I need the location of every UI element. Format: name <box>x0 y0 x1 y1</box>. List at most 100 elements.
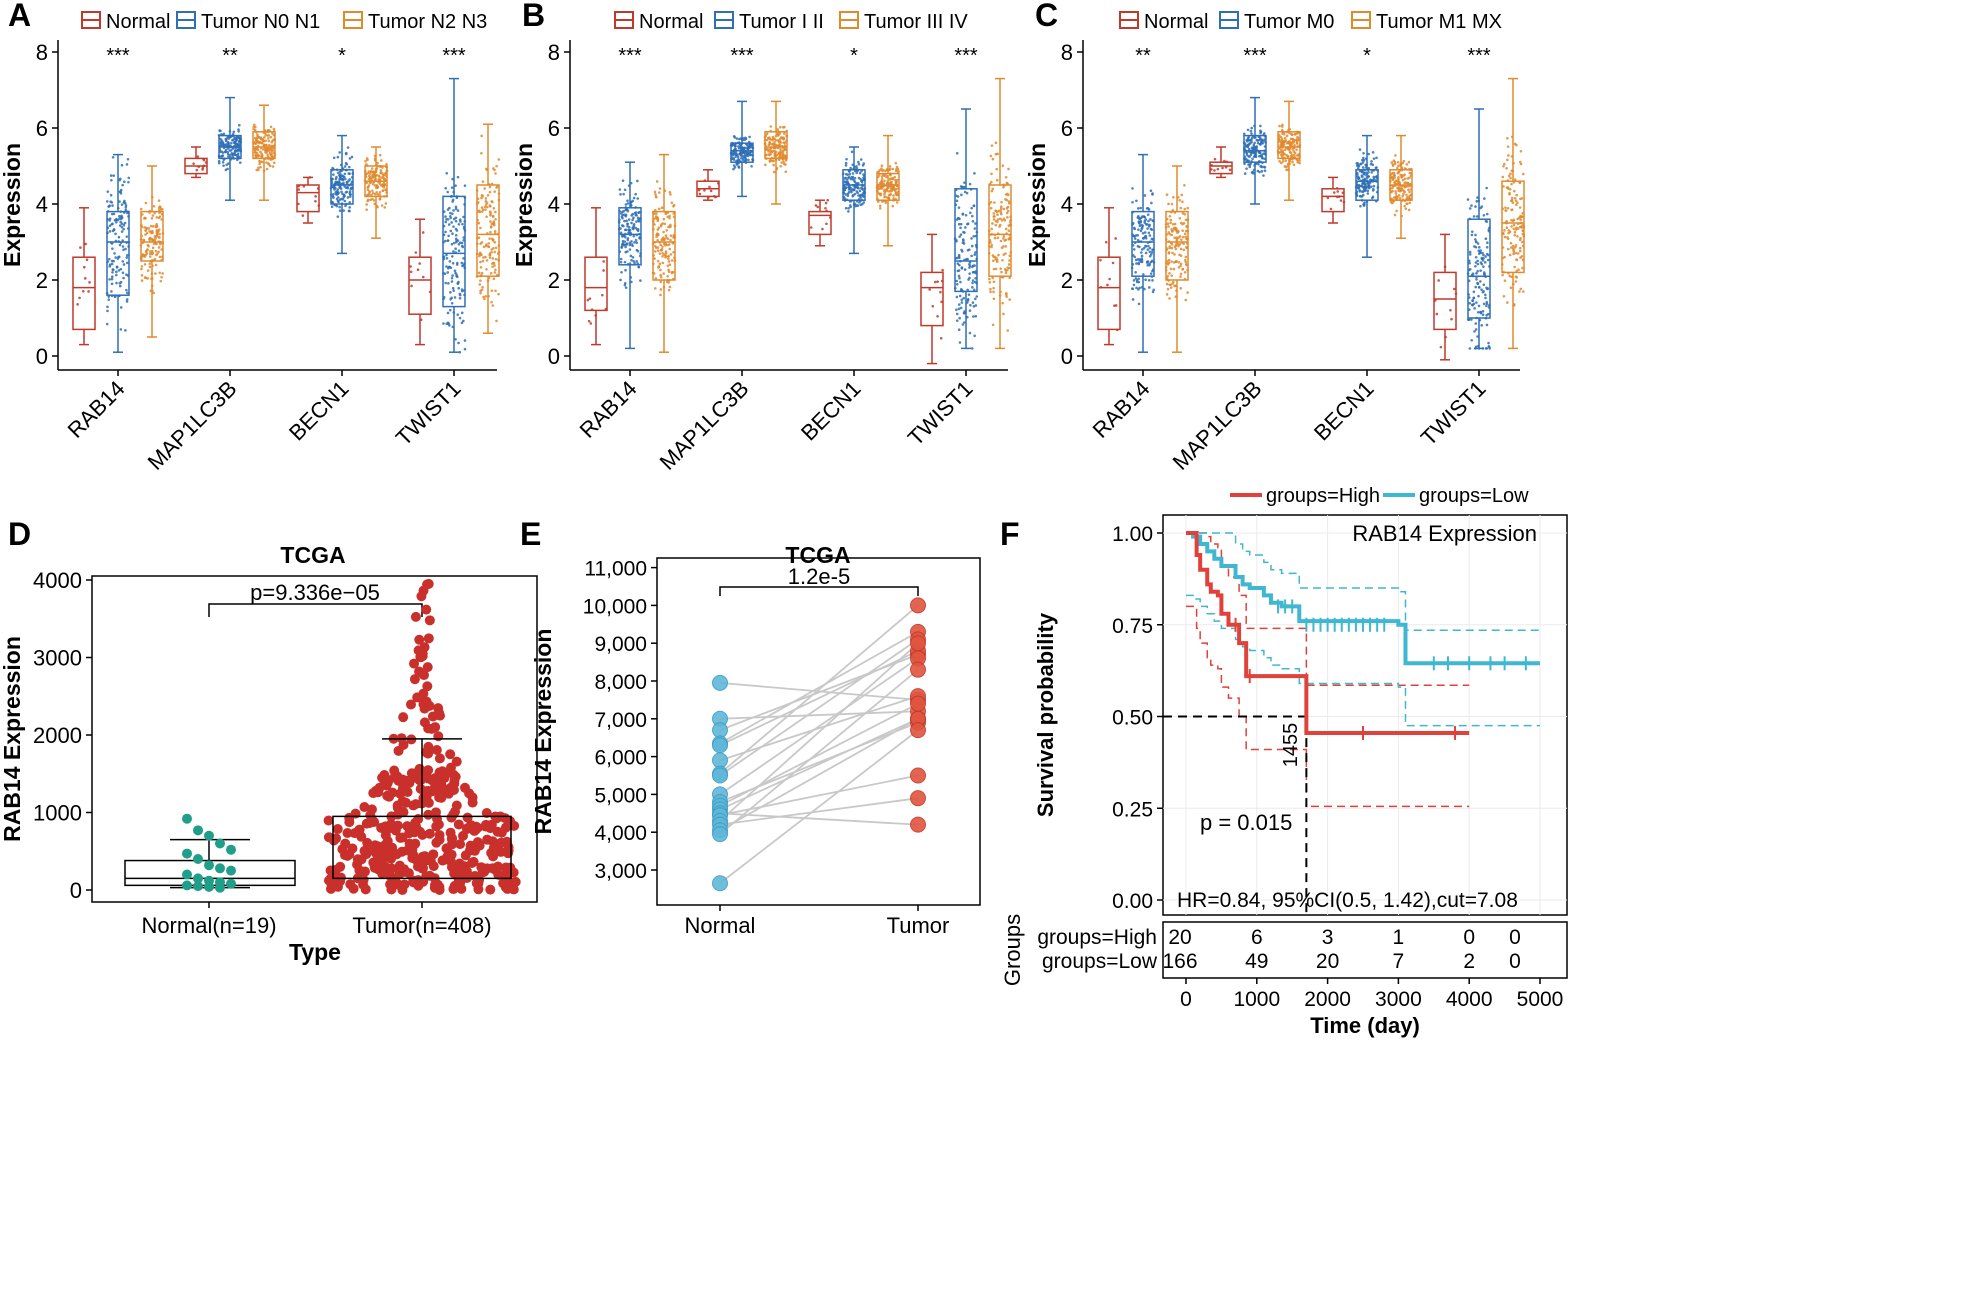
jitter-point <box>380 184 383 187</box>
y-tick-label: 2000 <box>33 723 82 748</box>
jitter-point <box>623 240 626 243</box>
legend-label: Tumor N2 N3 <box>368 11 487 33</box>
jitter-point <box>108 204 111 207</box>
jitter-point <box>451 212 454 215</box>
jitter-point <box>1008 263 1011 266</box>
jitter-point <box>733 135 736 138</box>
jitter-point <box>732 157 735 160</box>
jitter-point <box>1478 305 1481 308</box>
jitter-point <box>1181 201 1184 204</box>
jitter-point <box>1247 129 1250 132</box>
jitter-point <box>1484 261 1487 264</box>
jitter-point <box>775 135 778 138</box>
jitter-point <box>988 281 991 284</box>
data-point <box>345 879 355 889</box>
jitter-point <box>825 202 828 205</box>
jitter-point <box>339 175 342 178</box>
jitter-point <box>1479 251 1482 254</box>
jitter-point <box>1394 162 1397 165</box>
jitter-point <box>481 206 484 209</box>
data-point <box>226 879 236 889</box>
x-tick-label: TWIST1 <box>1416 376 1491 451</box>
jitter-point <box>1281 133 1284 136</box>
jitter-point <box>1181 229 1184 232</box>
jitter-point <box>1282 160 1285 163</box>
jitter-point <box>1477 263 1480 266</box>
jitter-point <box>931 305 934 308</box>
jitter-point <box>1181 268 1184 271</box>
y-tick-label: 7,000 <box>594 709 647 732</box>
jitter-point <box>1176 231 1179 234</box>
data-point <box>498 878 508 888</box>
jitter-point <box>491 265 494 268</box>
jitter-point <box>993 280 996 283</box>
jitter-point <box>1145 237 1148 240</box>
jitter-point <box>125 289 128 292</box>
jitter-point <box>1245 167 1248 170</box>
data-point <box>215 883 225 893</box>
jitter-point <box>630 255 633 258</box>
data-point <box>428 849 438 859</box>
data-point <box>379 853 389 863</box>
jitter-point <box>773 171 776 174</box>
jitter-point <box>815 204 818 207</box>
y-tick-label: 8 <box>1061 40 1073 65</box>
jitter-point <box>956 313 959 316</box>
jitter-point <box>1278 125 1281 128</box>
jitter-point <box>491 201 494 204</box>
jitter-point <box>1474 286 1477 289</box>
jitter-point <box>1372 176 1375 179</box>
jitter-point <box>117 257 120 260</box>
jitter-point <box>1002 164 1005 167</box>
jitter-point <box>1008 298 1011 301</box>
jitter-point <box>957 262 960 265</box>
pair-line <box>720 711 918 719</box>
jitter-point <box>1105 241 1108 244</box>
jitter-point <box>1392 164 1395 167</box>
y-tick-label: 6 <box>36 116 48 141</box>
y-tick-label: 2 <box>1061 268 1073 293</box>
jitter-point <box>857 204 860 207</box>
jitter-point <box>740 154 743 157</box>
jitter-point <box>1173 236 1176 239</box>
jitter-point <box>769 151 772 154</box>
jitter-point <box>1359 148 1362 151</box>
significance-label: *** <box>1243 45 1267 67</box>
jitter-point <box>620 258 623 261</box>
y-tick-label: 4 <box>548 192 560 217</box>
jitter-point <box>625 220 628 223</box>
jitter-point <box>1291 138 1294 141</box>
jitter-point <box>155 235 158 238</box>
jitter-point <box>1520 150 1523 153</box>
jitter-point <box>488 245 491 248</box>
jitter-point <box>337 156 340 159</box>
jitter-point <box>1409 202 1412 205</box>
panel-letter: D <box>8 516 31 552</box>
jitter-point <box>144 276 147 279</box>
jitter-point <box>122 245 125 248</box>
jitter-point <box>1484 255 1487 258</box>
jitter-point <box>349 157 352 160</box>
jitter-point <box>661 245 664 248</box>
jitter-point <box>973 253 976 256</box>
jitter-point <box>659 263 662 266</box>
jitter-point <box>237 128 240 131</box>
jitter-point <box>964 191 967 194</box>
jitter-point <box>975 295 978 298</box>
jitter-point <box>636 228 639 231</box>
jitter-point <box>461 245 464 248</box>
jitter-point <box>79 246 82 249</box>
jitter-point <box>385 202 388 205</box>
x-tick-label: BECN1 <box>796 376 866 446</box>
jitter-point <box>111 283 114 286</box>
jitter-point <box>888 197 891 200</box>
jitter-point <box>1146 227 1149 230</box>
jitter-point <box>127 181 130 184</box>
jitter-point <box>743 139 746 142</box>
jitter-point <box>889 165 892 168</box>
jitter-point <box>1293 144 1296 147</box>
jitter-point <box>1214 158 1217 161</box>
jitter-point <box>115 274 118 277</box>
jitter-point <box>155 250 158 253</box>
jitter-point <box>992 158 995 161</box>
